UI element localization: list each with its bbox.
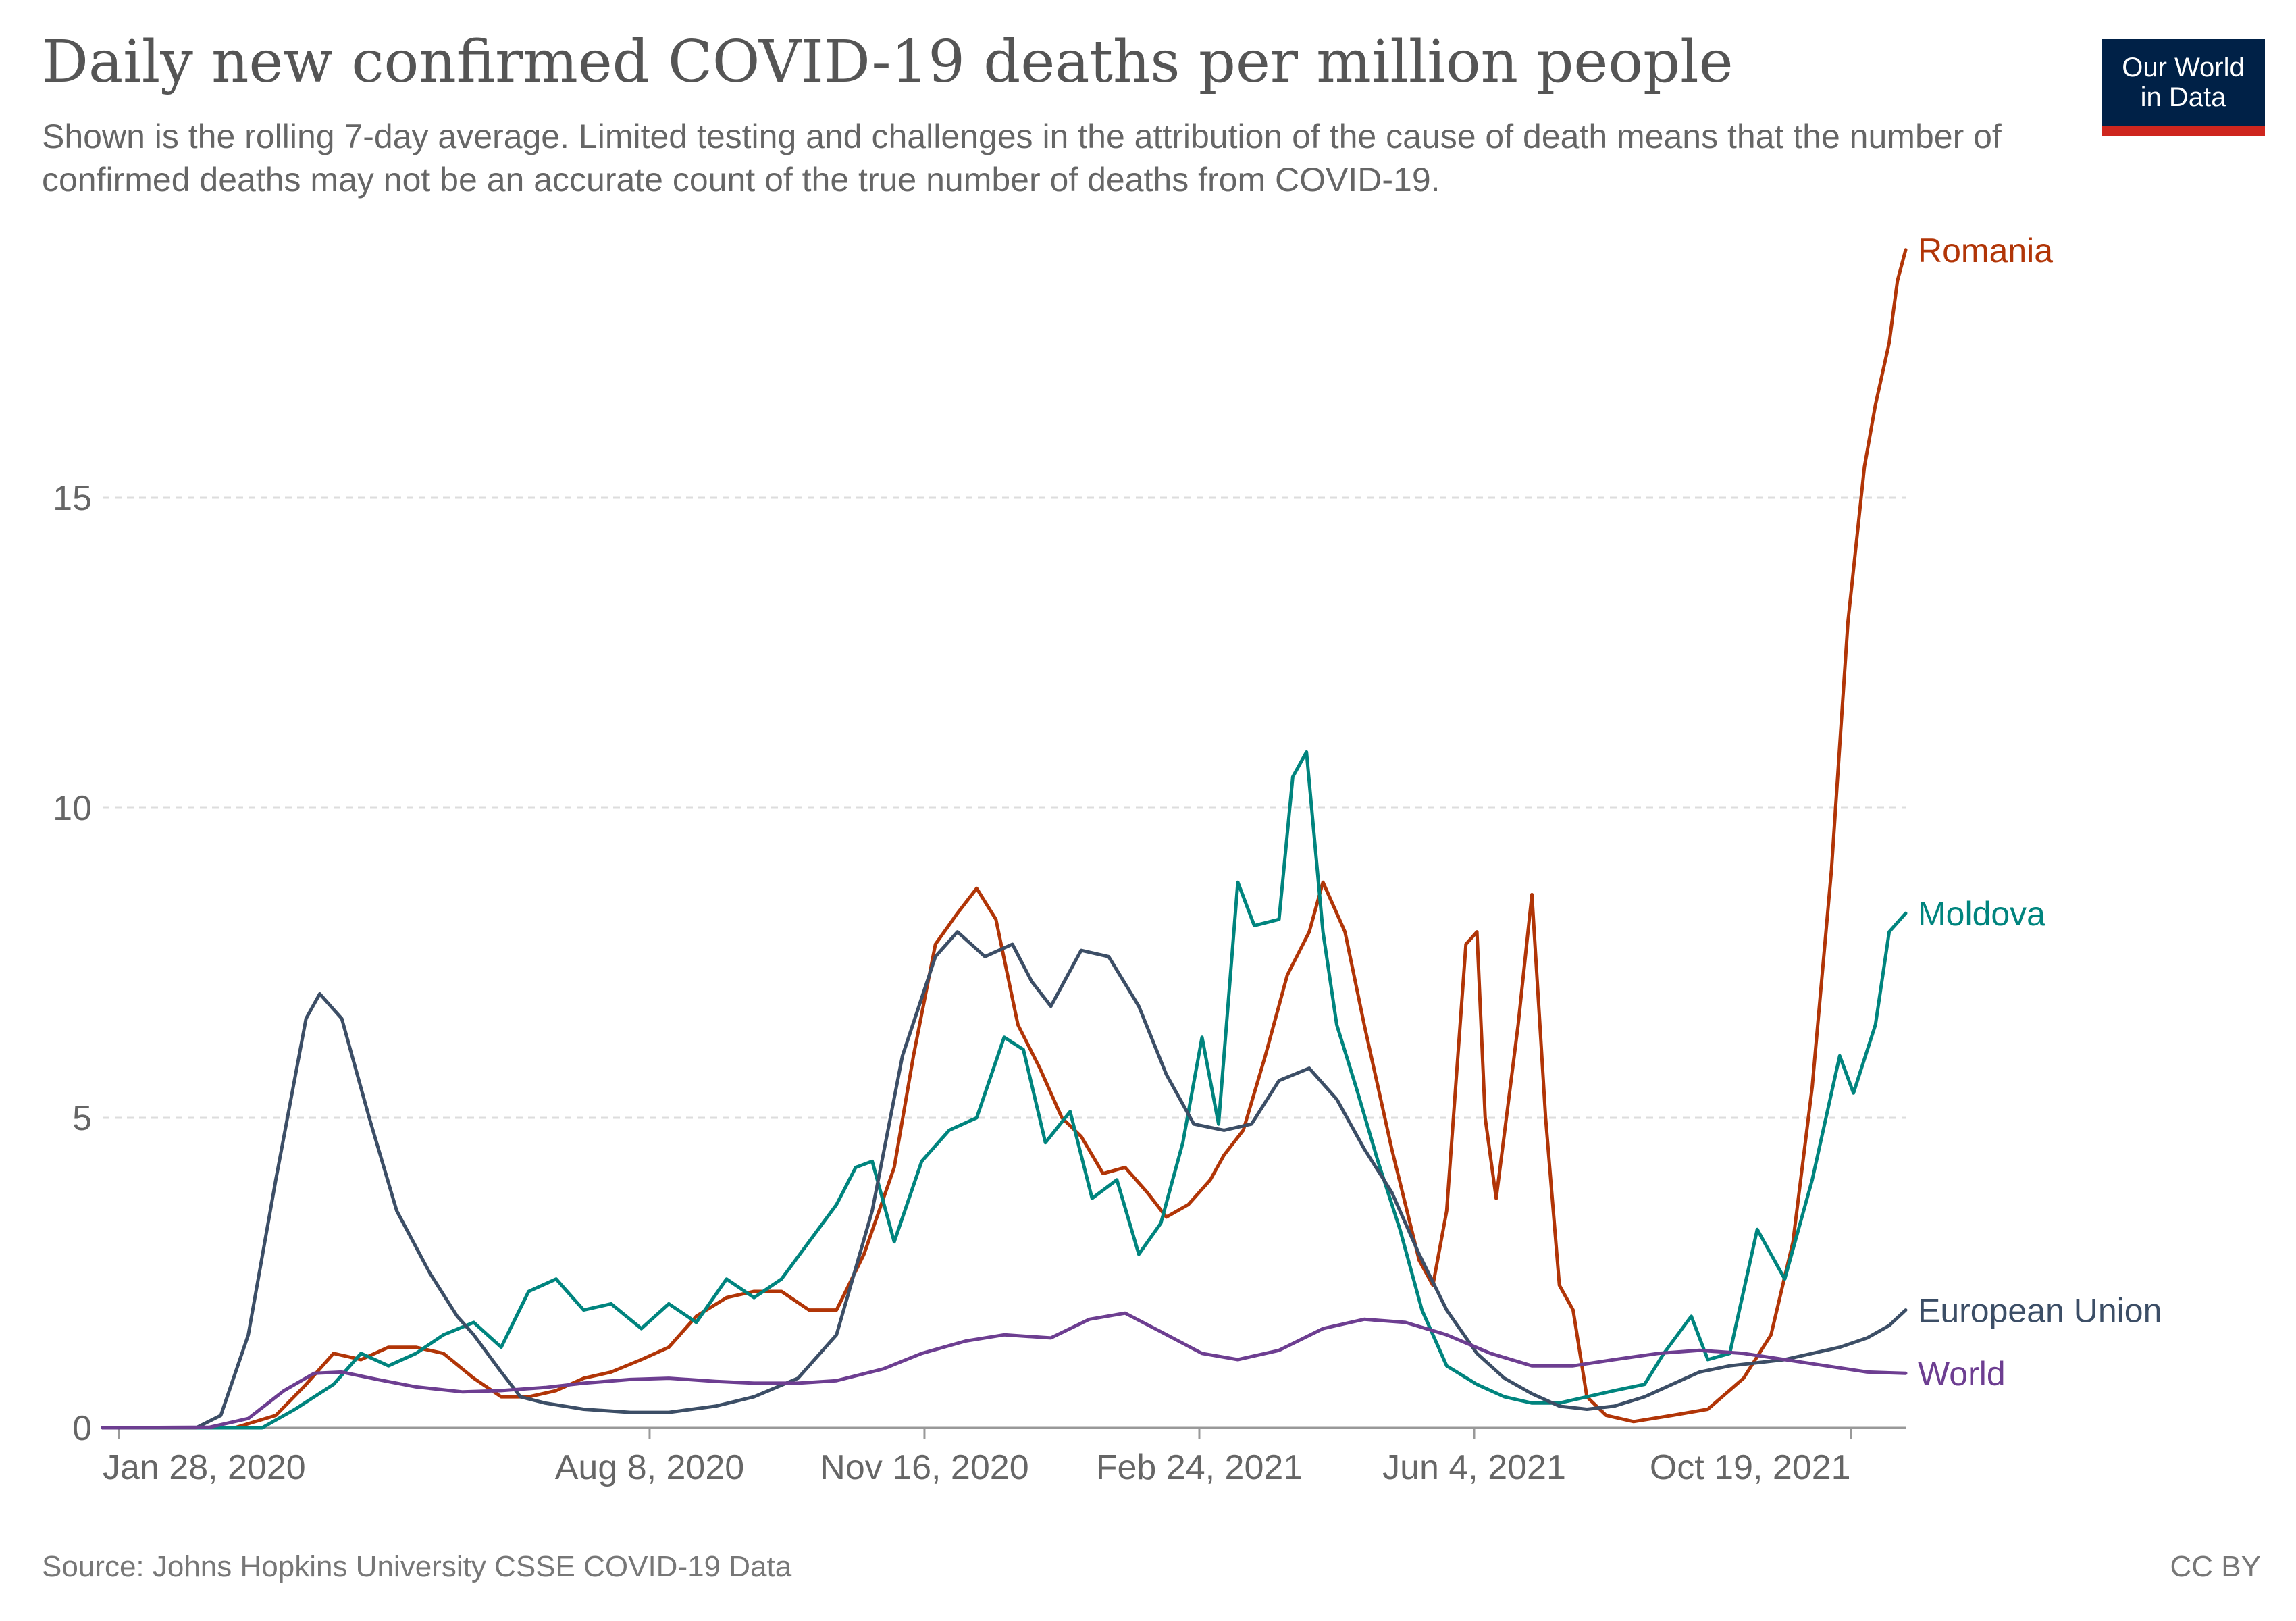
series-line-moldova[interactable] [101,750,1908,1430]
series-label-moldova[interactable]: Moldova [1918,895,2045,933]
logo-line-1: Our World [2122,53,2245,82]
series-labels: Romania Moldova European Union World [1918,232,2162,1393]
grid-lines [103,496,1906,1119]
series-lines [101,248,1908,1430]
series-label-world[interactable]: World [1918,1355,2006,1393]
x-tick-label: Aug 8, 2020 [555,1448,744,1487]
license-link[interactable]: CC BY [2170,1550,2261,1583]
owid-logo[interactable]: Our World in Data [2102,39,2265,136]
series-line-romania[interactable] [101,248,1908,1430]
series-label-romania[interactable]: Romania [1918,232,2053,269]
y-axis: 0 5 10 15 [53,479,92,1448]
x-tick-label: Nov 16, 2020 [820,1448,1028,1487]
y-tick-label: 5 [72,1099,92,1138]
y-tick-label: 15 [53,479,92,518]
x-tick-label: Jan 28, 2020 [103,1448,306,1487]
logo-line-2: in Data [2140,82,2226,112]
x-tick-label: Oct 19, 2021 [1650,1448,1851,1487]
series-label-european-union[interactable]: European Union [1918,1292,2162,1330]
x-tick-label: Jun 4, 2021 [1382,1448,1566,1487]
source-note[interactable]: Source: Johns Hopkins University CSSE CO… [42,1550,792,1583]
chart-title: Daily new confirmed COVID-19 deaths per … [42,28,1733,96]
series-line-world[interactable] [101,1311,1908,1430]
x-axis: Jan 28, 2020 Aug 8, 2020 Nov 16, 2020 Feb 2… [103,1426,1906,1487]
series-line-european-union[interactable] [101,930,1908,1430]
chart-subtitle: Shown is the rolling 7-day average. Limi… [42,118,2002,199]
y-tick-label: 10 [53,789,92,828]
x-tick-label: Feb 24, 2021 [1096,1448,1303,1487]
y-tick-label: 0 [72,1409,92,1448]
